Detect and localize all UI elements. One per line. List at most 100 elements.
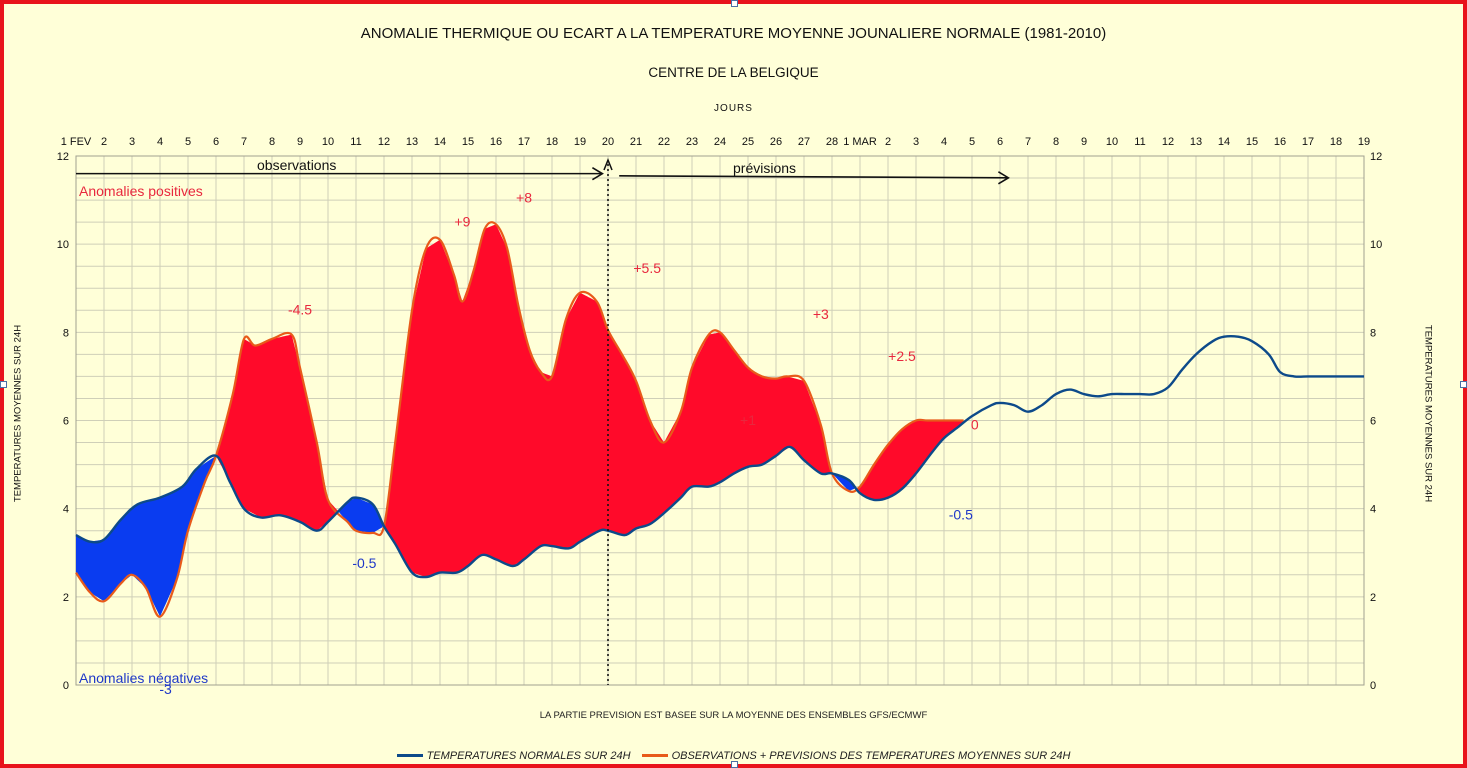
arrow-line bbox=[619, 175, 1009, 179]
x-tick-label: 6 bbox=[213, 136, 219, 148]
y-axis-label-left: TEMPERATURES MOYENNES SUR 24H bbox=[12, 324, 24, 503]
x-tick-label: 6 bbox=[997, 136, 1003, 148]
negative-anomalies-label: Anomalies négatives bbox=[79, 670, 209, 686]
x-tick-label: 24 bbox=[714, 136, 726, 148]
x-tick-label: 11 bbox=[1134, 136, 1145, 148]
arrow-head bbox=[591, 166, 604, 181]
x-tick-label: 14 bbox=[434, 136, 446, 148]
x-tick-label: 5 bbox=[185, 136, 191, 148]
y-tick-label-left: 12 bbox=[57, 151, 69, 163]
y-tick-label-right: 0 bbox=[1370, 680, 1376, 692]
anomaly-annotation: +9 bbox=[454, 214, 470, 230]
y-tick-label-right: 10 bbox=[1370, 239, 1382, 251]
x-tick-label: 12 bbox=[378, 136, 390, 148]
y-tick-label-left: 8 bbox=[63, 327, 69, 339]
x-tick-label: 13 bbox=[406, 136, 418, 148]
anomaly-annotation: +8 bbox=[516, 189, 532, 205]
y-tick-label-right: 2 bbox=[1370, 592, 1376, 604]
resize-handle-right[interactable] bbox=[1460, 381, 1467, 388]
x-tick-label: 28 bbox=[826, 136, 838, 148]
x-tick-label: 1 MAR bbox=[843, 136, 877, 148]
x-tick-label: 17 bbox=[1302, 136, 1314, 148]
divider-arrowhead bbox=[603, 157, 613, 171]
x-tick-label: 8 bbox=[1053, 136, 1059, 148]
x-tick-label: 19 bbox=[1358, 136, 1370, 148]
anomaly-annotation: -3 bbox=[159, 681, 172, 697]
y-tick-label-right: 8 bbox=[1370, 327, 1376, 339]
x-tick-label: 16 bbox=[490, 136, 502, 148]
y-tick-label-right: 4 bbox=[1370, 504, 1376, 516]
x-tick-label: 22 bbox=[658, 136, 670, 148]
forecasts-label: prévisions bbox=[733, 160, 797, 176]
x-tick-label: 19 bbox=[574, 136, 586, 148]
y-tick-label-left: 0 bbox=[63, 680, 69, 692]
x-tick-label: 23 bbox=[686, 136, 698, 148]
negative-anomaly-area bbox=[76, 455, 216, 617]
legend: TEMPERATURES NORMALES SUR 24H OBSERVATIO… bbox=[0, 748, 1467, 762]
positive-anomaly-area bbox=[855, 420, 964, 500]
x-tick-label: 11 bbox=[350, 136, 361, 148]
plot-border bbox=[75, 155, 1365, 686]
anomaly-annotation: +2.5 bbox=[888, 348, 916, 364]
chart-subtitle: CENTRE DE LA BELGIQUE bbox=[648, 65, 819, 80]
y-tick-label-left: 10 bbox=[57, 239, 69, 251]
legend-item-observed: OBSERVATIONS + PREVISIONS DES TEMPERATUR… bbox=[641, 749, 1071, 762]
x-tick-label: 3 bbox=[129, 136, 135, 148]
x-tick-label: 1 FEV bbox=[61, 136, 92, 148]
observations-label: observations bbox=[257, 157, 337, 173]
x-tick-label: 7 bbox=[1025, 136, 1031, 148]
x-tick-label: 2 bbox=[885, 136, 891, 148]
legend-swatch-observed bbox=[641, 754, 668, 757]
resize-handle-bottom[interactable] bbox=[731, 761, 738, 768]
x-tick-label: 7 bbox=[241, 136, 247, 148]
x-tick-label: 26 bbox=[770, 136, 782, 148]
x-tick-label: 5 bbox=[969, 136, 975, 148]
x-tick-label: 3 bbox=[913, 136, 919, 148]
anomaly-annotation: +3 bbox=[813, 306, 829, 322]
x-tick-label: 18 bbox=[546, 136, 558, 148]
x-tick-label: 10 bbox=[1106, 136, 1118, 148]
x-tick-label: 15 bbox=[1246, 136, 1258, 148]
positive-anomalies-label: Anomalies positives bbox=[79, 183, 203, 199]
x-tick-label: 14 bbox=[1218, 136, 1230, 148]
anomaly-annotation: +1 bbox=[740, 412, 756, 428]
x-tick-label: 13 bbox=[1190, 136, 1202, 148]
anomaly-annotation: -0.5 bbox=[949, 507, 973, 523]
y-tick-label-left: 2 bbox=[63, 592, 69, 604]
anomaly-annotation: -4.5 bbox=[288, 302, 312, 318]
x-tick-label: 12 bbox=[1162, 136, 1174, 148]
y-tick-label-left: 4 bbox=[63, 504, 69, 516]
x-axis-title: JOURS bbox=[714, 103, 753, 114]
anomaly-annotation: +5.5 bbox=[633, 260, 661, 276]
x-tick-label: 9 bbox=[1081, 136, 1087, 148]
x-tick-label: 10 bbox=[322, 136, 334, 148]
legend-swatch-normal bbox=[396, 754, 423, 757]
x-tick-label: 17 bbox=[518, 136, 530, 148]
resize-handle-left[interactable] bbox=[0, 381, 7, 388]
negative-anomaly-area bbox=[832, 473, 855, 491]
chart-title: ANOMALIE THERMIQUE OU ECART A LA TEMPERA… bbox=[360, 25, 1107, 42]
y-tick-label-right: 6 bbox=[1370, 416, 1376, 428]
legend-label-observed: OBSERVATIONS + PREVISIONS DES TEMPERATUR… bbox=[671, 749, 1071, 762]
x-tick-label: 20 bbox=[602, 136, 614, 148]
observed-line bbox=[75, 221, 964, 618]
anomaly-annotation: -0.5 bbox=[352, 555, 376, 571]
x-tick-label: 4 bbox=[941, 136, 947, 148]
x-tick-label: 2 bbox=[101, 136, 107, 148]
y-tick-label-right: 12 bbox=[1370, 151, 1382, 163]
legend-item-normal: TEMPERATURES NORMALES SUR 24H bbox=[396, 749, 631, 762]
resize-handle-top[interactable] bbox=[731, 0, 738, 7]
x-tick-label: 15 bbox=[462, 136, 474, 148]
x-tick-label: 16 bbox=[1274, 136, 1286, 148]
x-tick-label: 27 bbox=[798, 136, 810, 148]
x-tick-label: 18 bbox=[1330, 136, 1342, 148]
y-tick-label-left: 6 bbox=[63, 416, 69, 428]
positive-anomaly-area bbox=[217, 334, 338, 531]
y-axis-label-right: TEMPERATURES MOYENNES SUR 24H bbox=[1422, 324, 1434, 503]
x-tick-label: 21 bbox=[630, 136, 642, 148]
normal-line bbox=[75, 334, 1364, 579]
legend-label-normal: TEMPERATURES NORMALES SUR 24H bbox=[426, 749, 631, 762]
x-tick-label: 25 bbox=[742, 136, 754, 148]
x-tick-label: 8 bbox=[269, 136, 275, 148]
